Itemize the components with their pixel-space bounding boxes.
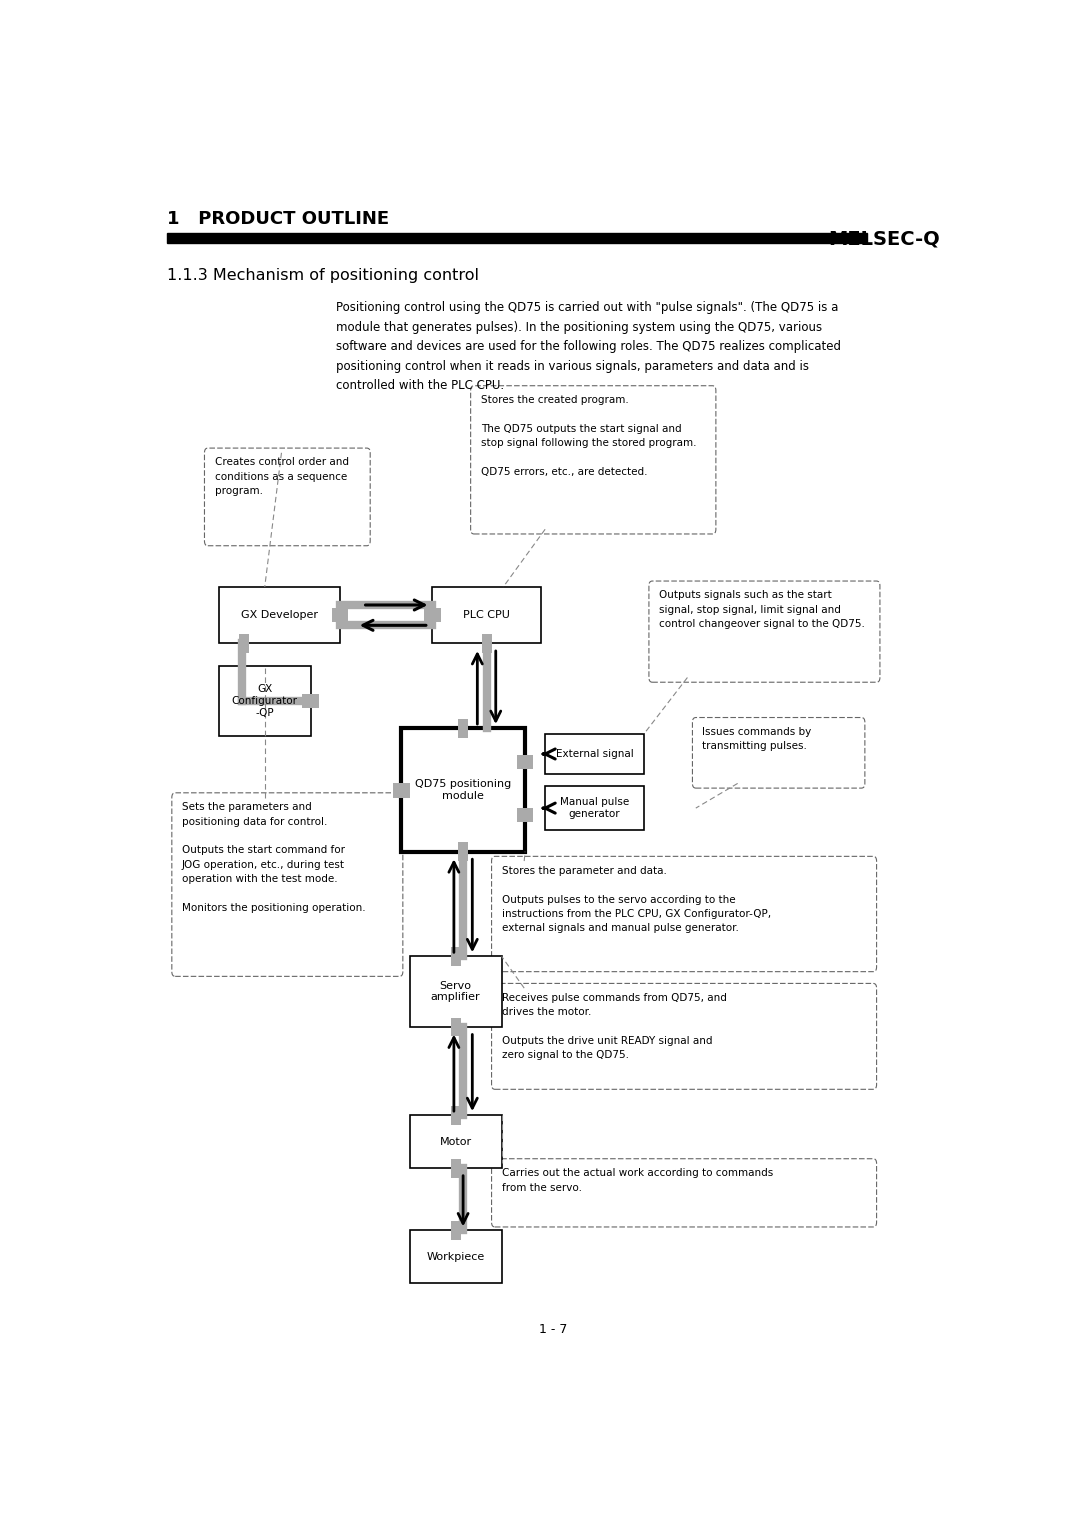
FancyBboxPatch shape [239,634,248,652]
FancyBboxPatch shape [423,608,441,622]
FancyBboxPatch shape [491,856,877,972]
Text: Sets the parameters and
positioning data for control.

Outputs the start command: Sets the parameters and positioning data… [181,802,365,914]
FancyBboxPatch shape [172,793,403,976]
Text: Stores the parameter and data.

Outputs pulses to the servo according to the
ins: Stores the parameter and data. Outputs p… [501,866,771,934]
FancyBboxPatch shape [450,1158,460,1178]
FancyBboxPatch shape [450,1106,460,1125]
FancyBboxPatch shape [409,1115,501,1167]
FancyBboxPatch shape [450,1018,460,1036]
FancyBboxPatch shape [545,785,644,830]
Text: PLC CPU: PLC CPU [463,610,510,620]
Text: Issues commands by
transmitting pulses.: Issues commands by transmitting pulses. [702,727,812,752]
Text: GX Developer: GX Developer [241,610,318,620]
Text: Carries out the actual work according to commands
from the servo.: Carries out the actual work according to… [501,1167,773,1192]
Text: MELSEC-Q: MELSEC-Q [828,229,941,248]
FancyBboxPatch shape [401,729,525,851]
FancyBboxPatch shape [218,587,340,643]
FancyBboxPatch shape [516,755,534,769]
FancyBboxPatch shape [302,694,320,707]
FancyBboxPatch shape [450,1221,460,1239]
FancyBboxPatch shape [545,733,644,775]
FancyBboxPatch shape [491,984,877,1089]
FancyBboxPatch shape [218,666,311,736]
FancyBboxPatch shape [458,718,468,738]
Text: 1   PRODUCT OUTLINE: 1 PRODUCT OUTLINE [166,209,389,228]
FancyBboxPatch shape [692,718,865,788]
FancyBboxPatch shape [409,1230,501,1284]
Text: Manual pulse
generator: Manual pulse generator [559,798,630,819]
Text: Outputs signals such as the start
signal, stop signal, limit signal and
control : Outputs signals such as the start signal… [659,590,865,630]
Text: 1.1.3 Mechanism of positioning control: 1.1.3 Mechanism of positioning control [166,267,478,283]
FancyBboxPatch shape [204,448,370,545]
FancyBboxPatch shape [332,608,349,622]
Text: GX
Configurator
-QP: GX Configurator -QP [232,685,298,718]
Text: Positioning control using the QD75 is carried out with "pulse signals". (The QD7: Positioning control using the QD75 is ca… [336,301,841,393]
FancyBboxPatch shape [393,784,409,798]
FancyBboxPatch shape [166,232,866,243]
Text: Motor: Motor [440,1137,472,1146]
Text: Workpiece: Workpiece [427,1251,485,1262]
FancyBboxPatch shape [649,581,880,681]
FancyBboxPatch shape [432,587,541,643]
Text: Creates control order and
conditions as a sequence
program.: Creates control order and conditions as … [215,457,349,497]
FancyBboxPatch shape [450,947,460,966]
Text: QD75 positioning
module: QD75 positioning module [415,779,511,801]
Text: Stores the created program.

The QD75 outputs the start signal and
stop signal f: Stores the created program. The QD75 out… [481,396,697,477]
Text: External signal: External signal [555,749,633,759]
FancyBboxPatch shape [482,634,491,652]
FancyBboxPatch shape [471,385,716,533]
Text: 1 - 7: 1 - 7 [539,1323,568,1335]
FancyBboxPatch shape [409,957,501,1027]
Text: Servo
amplifier: Servo amplifier [431,981,481,1002]
FancyBboxPatch shape [458,842,468,862]
Text: Receives pulse commands from QD75, and
drives the motor.

Outputs the drive unit: Receives pulse commands from QD75, and d… [501,993,727,1060]
FancyBboxPatch shape [491,1158,877,1227]
FancyBboxPatch shape [516,808,534,822]
